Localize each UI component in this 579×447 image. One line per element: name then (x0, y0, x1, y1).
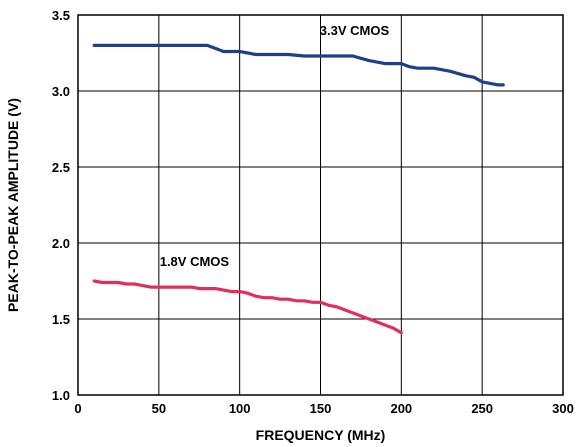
y-axis-label: PEAK-TO-PEAK AMPLITUDE (V) (5, 98, 21, 312)
tick-labels: 0 50 100 150 200 250 300 1.0 1.5 2.0 2.5 3.0 3.5 (52, 8, 574, 416)
y-tick-label: 3.5 (52, 8, 70, 23)
x-tick-label: 100 (229, 401, 251, 416)
x-tick-label: 200 (390, 401, 412, 416)
x-tick-label: 300 (552, 401, 574, 416)
x-tick-label: 250 (471, 401, 493, 416)
x-tick-label: 150 (310, 401, 332, 416)
series-line-3-3v-cmos (92, 43, 505, 87)
plot-frame (77, 14, 564, 396)
series-annotations: 3.3V CMOS 1.8V CMOS (160, 23, 390, 269)
x-tick-label: 0 (74, 401, 81, 416)
y-tick-label: 3.0 (52, 84, 70, 99)
y-tick-label: 1.5 (52, 312, 70, 327)
x-tick-label: 50 (152, 401, 166, 416)
x-axis-label: FREQUENCY (MHz) (256, 427, 386, 443)
series-annotation-label: 1.8V CMOS (160, 254, 230, 269)
series-layer (92, 43, 505, 335)
series-line-1-8v-cmos (92, 279, 403, 335)
grid (78, 15, 563, 395)
y-tick-label: 1.0 (52, 388, 70, 403)
y-tick-label: 2.5 (52, 160, 70, 175)
series-annotation-label: 3.3V CMOS (320, 23, 390, 38)
y-tick-label: 2.0 (52, 236, 70, 251)
